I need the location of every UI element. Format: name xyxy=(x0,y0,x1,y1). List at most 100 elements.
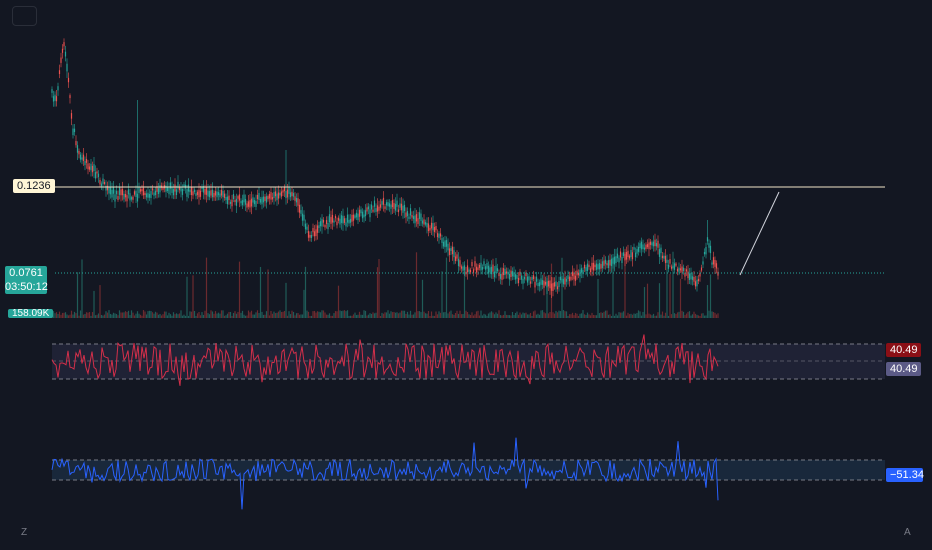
candle-body xyxy=(165,185,167,192)
volume-bar xyxy=(94,315,97,318)
candle-body xyxy=(294,196,296,201)
candle-body xyxy=(259,198,262,203)
candle-body xyxy=(490,266,493,275)
candle-body xyxy=(606,263,608,266)
candle-body xyxy=(327,222,329,230)
candle-body xyxy=(237,196,239,199)
volume-bar xyxy=(259,266,262,318)
volume-bar xyxy=(229,312,232,318)
candle-body xyxy=(121,188,124,196)
volume-bar xyxy=(393,311,395,318)
candle-body xyxy=(463,265,466,270)
candle-body xyxy=(643,247,646,250)
volume-bar xyxy=(208,314,211,318)
volume-bar xyxy=(712,312,715,318)
candle-body xyxy=(559,276,562,281)
volume-bar xyxy=(438,311,440,318)
candle-body xyxy=(100,183,103,187)
candle-body xyxy=(652,241,655,247)
volume-bar xyxy=(297,313,299,318)
candle-body xyxy=(534,281,536,288)
candle-body xyxy=(238,194,241,201)
candle-body xyxy=(621,256,623,264)
candle-body xyxy=(381,201,383,205)
volume-bar xyxy=(343,310,346,318)
volume-bar xyxy=(364,310,367,318)
candle-body xyxy=(612,257,614,264)
candle-body xyxy=(684,272,686,277)
candle-body xyxy=(588,264,590,268)
candle-body xyxy=(234,199,236,203)
volume-bar xyxy=(454,313,457,318)
volume-bar xyxy=(324,312,326,318)
candle-body xyxy=(378,206,380,211)
candle-body xyxy=(162,187,164,190)
candle-body xyxy=(286,189,289,198)
volume-bar xyxy=(177,314,179,318)
candle-body xyxy=(192,191,194,196)
candle-body xyxy=(604,259,607,264)
candle-body xyxy=(120,189,122,196)
chart-menu-button[interactable] xyxy=(12,6,37,26)
volume-bar xyxy=(241,310,244,318)
volume-bar xyxy=(384,312,386,318)
candle-body xyxy=(672,265,674,269)
level-price-tag: 0.1236 xyxy=(13,179,55,193)
volume-bar xyxy=(523,313,526,318)
volume-bar xyxy=(81,259,83,318)
candle-body xyxy=(556,286,559,290)
volume-bar xyxy=(477,310,479,318)
candle-body xyxy=(319,221,322,227)
candle-body xyxy=(264,196,266,201)
candle-body xyxy=(561,278,563,283)
volume-bar xyxy=(439,312,442,318)
auto-scale-toggle[interactable]: A xyxy=(904,527,911,538)
volume-bar xyxy=(505,314,508,318)
volume-bar xyxy=(385,312,388,318)
candle-body xyxy=(90,163,92,171)
volume-bar xyxy=(310,315,313,318)
candle-body xyxy=(408,216,410,219)
volume-bar xyxy=(466,312,469,318)
volume-bar xyxy=(502,314,505,318)
volume-bar xyxy=(174,314,176,318)
volume-bar xyxy=(613,315,616,318)
volume-bar xyxy=(574,312,577,318)
candle-body xyxy=(156,186,158,192)
candle-body xyxy=(585,267,587,272)
candle-body xyxy=(462,266,464,271)
volume-bar xyxy=(636,312,638,318)
volume-bar xyxy=(265,311,268,318)
candle-body xyxy=(610,258,613,267)
volume-bar xyxy=(463,264,466,318)
candle-body xyxy=(447,243,449,251)
candle-body xyxy=(358,209,361,217)
volume-bar xyxy=(357,314,359,318)
volume-bar xyxy=(118,310,121,318)
volume-bar xyxy=(99,285,101,318)
volume-bar xyxy=(103,314,106,318)
volume-bar xyxy=(184,315,187,318)
volume-bar xyxy=(85,312,88,318)
volume-bar xyxy=(315,312,317,318)
trend-line-drawing[interactable] xyxy=(739,191,780,276)
volume-bar xyxy=(387,310,389,318)
candle-body xyxy=(195,193,197,196)
candle-body xyxy=(187,184,190,192)
candle-body xyxy=(421,220,424,224)
candle-body xyxy=(660,247,662,254)
volume-bar xyxy=(591,312,593,318)
volume-bar xyxy=(553,313,556,318)
volume-bar xyxy=(69,314,71,318)
candle-body xyxy=(495,265,497,273)
candle-body xyxy=(502,268,505,276)
last-price-tag: 0.0761 03:50:12 xyxy=(5,266,48,294)
zoom-toggle-left[interactable]: Z xyxy=(21,527,28,538)
candle-body xyxy=(694,281,697,287)
candle-body xyxy=(496,268,499,272)
volume-bar xyxy=(675,314,677,318)
candle-body xyxy=(124,193,127,198)
candle-body xyxy=(135,190,137,198)
volume-bar xyxy=(198,311,200,318)
